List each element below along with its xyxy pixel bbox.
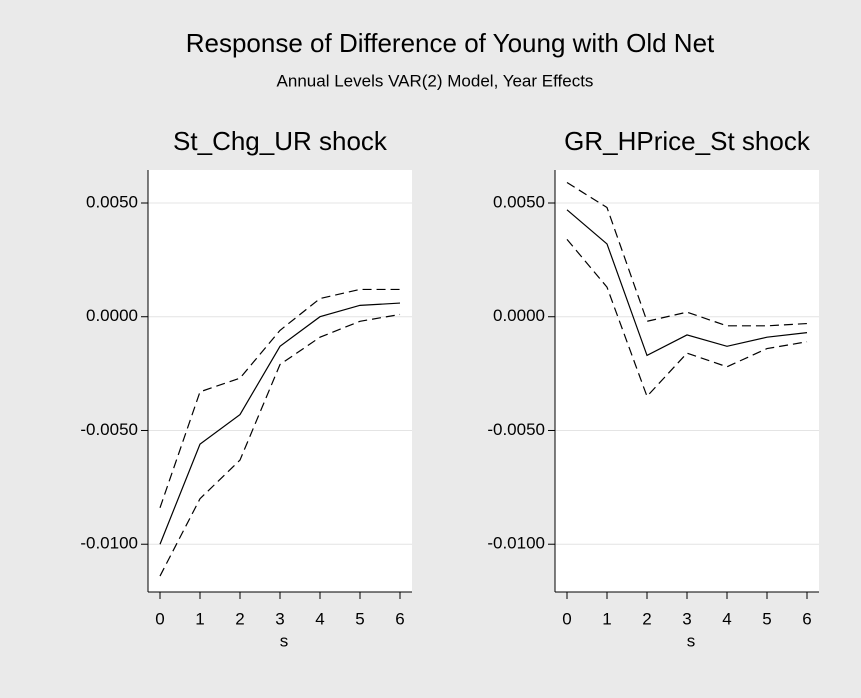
x-tick-label: 5 [762, 609, 771, 628]
band-line [566, 182, 808, 327]
plot-area [148, 170, 412, 592]
x-tick-label: 6 [395, 609, 404, 628]
x-tick-label: 3 [682, 609, 691, 628]
x-tick-label: 0 [155, 609, 164, 628]
band-line [566, 238, 808, 398]
x-tick-label: 2 [642, 609, 651, 628]
x-tick-label: 0 [562, 609, 571, 628]
x-tick-label: 1 [195, 609, 204, 628]
chart-subtitle: Annual Levels VAR(2) Model, Year Effects [277, 71, 594, 90]
y-tick-label: -0.0100 [80, 534, 138, 553]
y-tick-label: 0.0050 [86, 192, 138, 211]
x-tick-label: 4 [315, 609, 324, 628]
panel-title: GR_HPrice_St shock [564, 126, 811, 156]
x-axis-label: s [280, 631, 289, 650]
y-tick-label: -0.0050 [80, 420, 138, 439]
response-line [159, 302, 401, 545]
x-tick-label: 4 [722, 609, 731, 628]
x-tick-label: 3 [275, 609, 284, 628]
chart-title: Response of Difference of Young with Old… [186, 28, 715, 58]
y-tick-label: -0.0100 [487, 534, 545, 553]
x-tick-label: 1 [602, 609, 611, 628]
x-tick-label: 5 [355, 609, 364, 628]
y-tick-label: 0.0050 [493, 192, 545, 211]
x-tick-label: 2 [235, 609, 244, 628]
y-tick-label: 0.0000 [493, 306, 545, 325]
y-tick-label: 0.0000 [86, 306, 138, 325]
x-axis-label: s [687, 631, 696, 650]
band-line [159, 288, 400, 509]
plot-area [555, 170, 819, 592]
band-line [159, 313, 401, 577]
y-tick-label: -0.0050 [487, 420, 545, 439]
response-line [566, 209, 808, 357]
x-tick-label: 6 [802, 609, 811, 628]
panel-title: St_Chg_UR shock [173, 126, 388, 156]
